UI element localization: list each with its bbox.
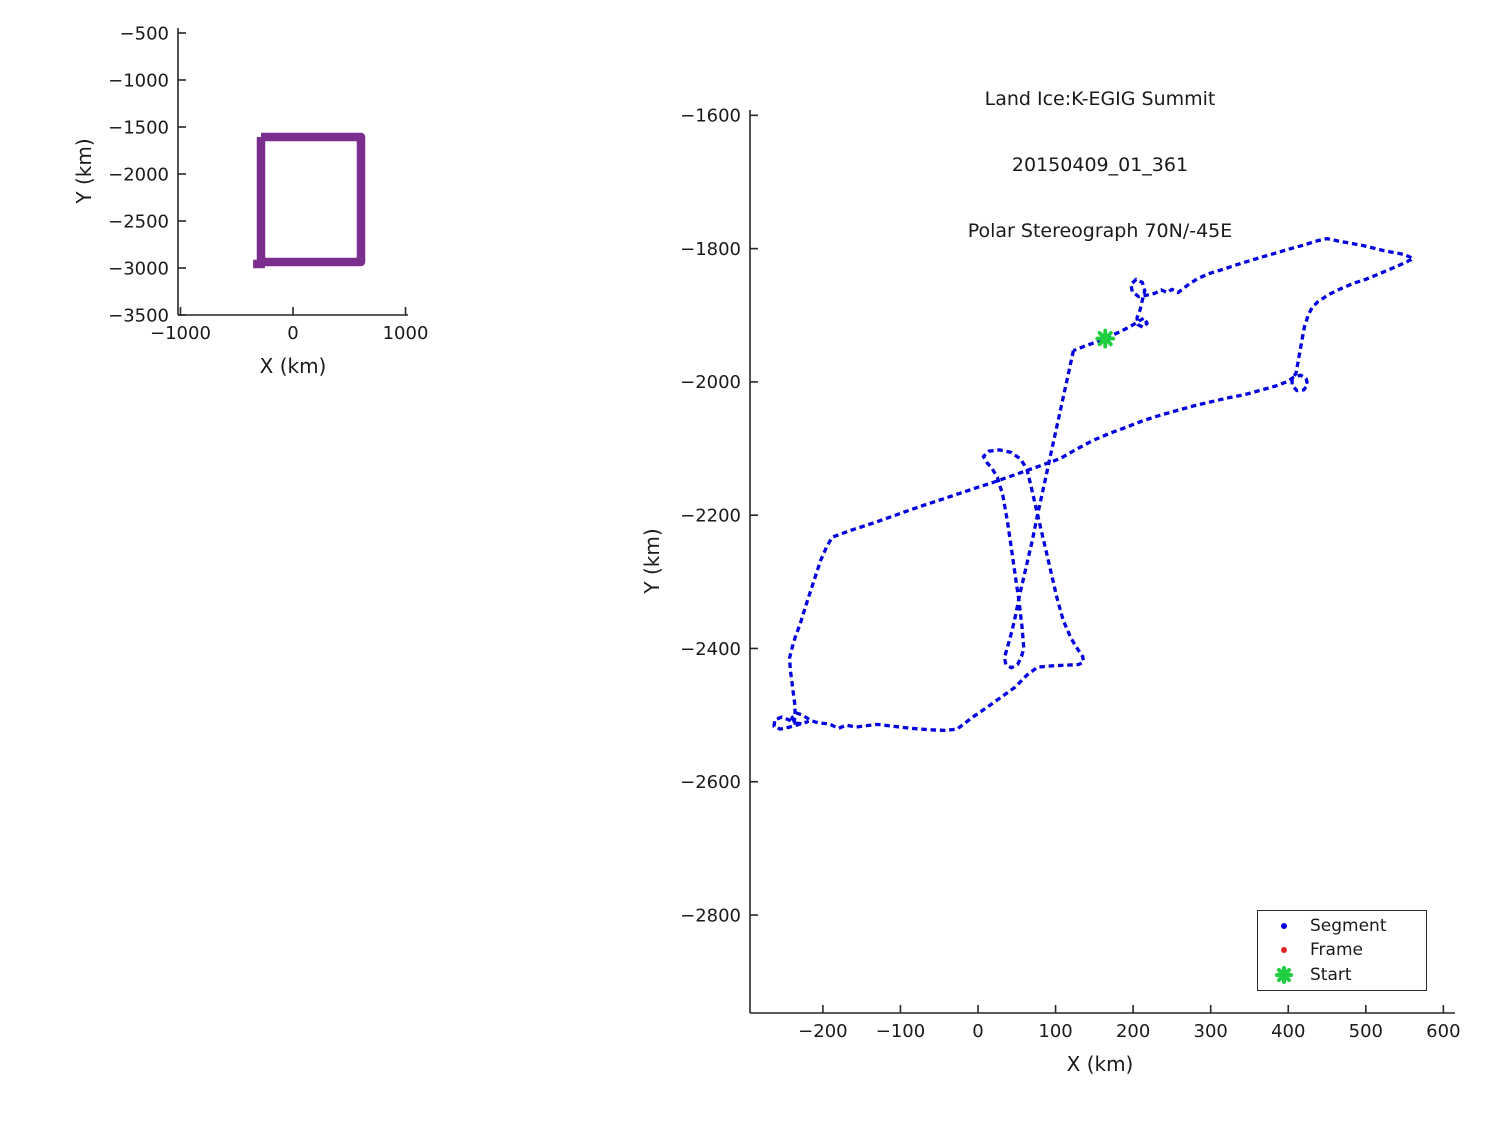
segment-dot-icon — [1258, 923, 1310, 930]
flight-track-x-tick-label: −200 — [798, 1021, 847, 1042]
start-burst-icon — [1258, 965, 1310, 985]
flight-track-y-tick-label: −1800 — [680, 239, 741, 260]
overview-x-tick-label: −1000 — [150, 323, 211, 344]
main-x-axis-label: X (km) — [1066, 1052, 1134, 1076]
flight-track-x-tick-label: 600 — [1426, 1021, 1460, 1042]
legend-label-start: Start — [1310, 964, 1352, 985]
legend-label-frame: Frame — [1310, 940, 1363, 961]
overview-x-tick-label: 1000 — [383, 323, 429, 344]
flight-track-x-tick-label: −100 — [876, 1021, 925, 1042]
flight-track-x-tick-label: 200 — [1116, 1021, 1150, 1042]
overview-y-tick-label: −2500 — [108, 211, 169, 232]
flight-track-x-tick-label: 0 — [972, 1021, 983, 1042]
flight-track-y-tick-label: −2200 — [680, 505, 741, 526]
overview-series-coverage-extent-box — [256, 132, 366, 267]
main-y-axis-label: Y (km) — [640, 528, 664, 594]
overview-y-tick-label: −1500 — [108, 117, 169, 138]
flight-track-y-tick-label: −2400 — [680, 639, 741, 660]
legend-label-segment: Segment — [1310, 916, 1387, 937]
flight-track-x-tick-label: 300 — [1194, 1021, 1228, 1042]
overview-x-axis-label: X (km) — [259, 354, 327, 378]
overview-y-tick-label: −1000 — [108, 70, 169, 91]
legend: Segment Frame Start — [1257, 910, 1427, 991]
overview-y-tick-label: −3000 — [108, 258, 169, 279]
overview-y-axis-label: Y (km) — [72, 138, 96, 204]
legend-row-segment: Segment — [1258, 914, 1426, 938]
flight-track-x-tick-label: 400 — [1271, 1021, 1305, 1042]
overview-y-tick-label: −3500 — [108, 305, 169, 326]
overview-y-tick-label: −500 — [120, 23, 169, 44]
flight-track-x-tick-label: 100 — [1038, 1021, 1072, 1042]
flight-track-y-tick-label: −2600 — [680, 772, 741, 793]
title-line-3: Polar Stereograph 70N/-45E — [967, 220, 1233, 242]
frame-dot-icon — [1258, 947, 1310, 954]
flight-track-y-tick-label: −2800 — [680, 905, 741, 926]
overview-x-tick-label: 0 — [287, 323, 298, 344]
title-line-2: 20150409_01_361 — [1011, 154, 1189, 176]
flight-track-y-tick-label: −1600 — [680, 106, 741, 127]
legend-row-start: Start — [1258, 963, 1426, 987]
legend-row-frame: Frame — [1258, 938, 1426, 962]
title-line-1: Land Ice:K-EGIG Summit — [984, 88, 1216, 110]
start-marker — [1095, 328, 1116, 349]
flight-track-series-segment — [772, 236, 1415, 733]
flight-track-y-tick-label: −2000 — [680, 372, 741, 393]
flight-track-x-tick-label: 500 — [1349, 1021, 1383, 1042]
main-plot-title: Land Ice:K-EGIG Summit 20150409_01_361 P… — [900, 44, 1300, 286]
overview-y-tick-label: −2000 — [108, 164, 169, 185]
